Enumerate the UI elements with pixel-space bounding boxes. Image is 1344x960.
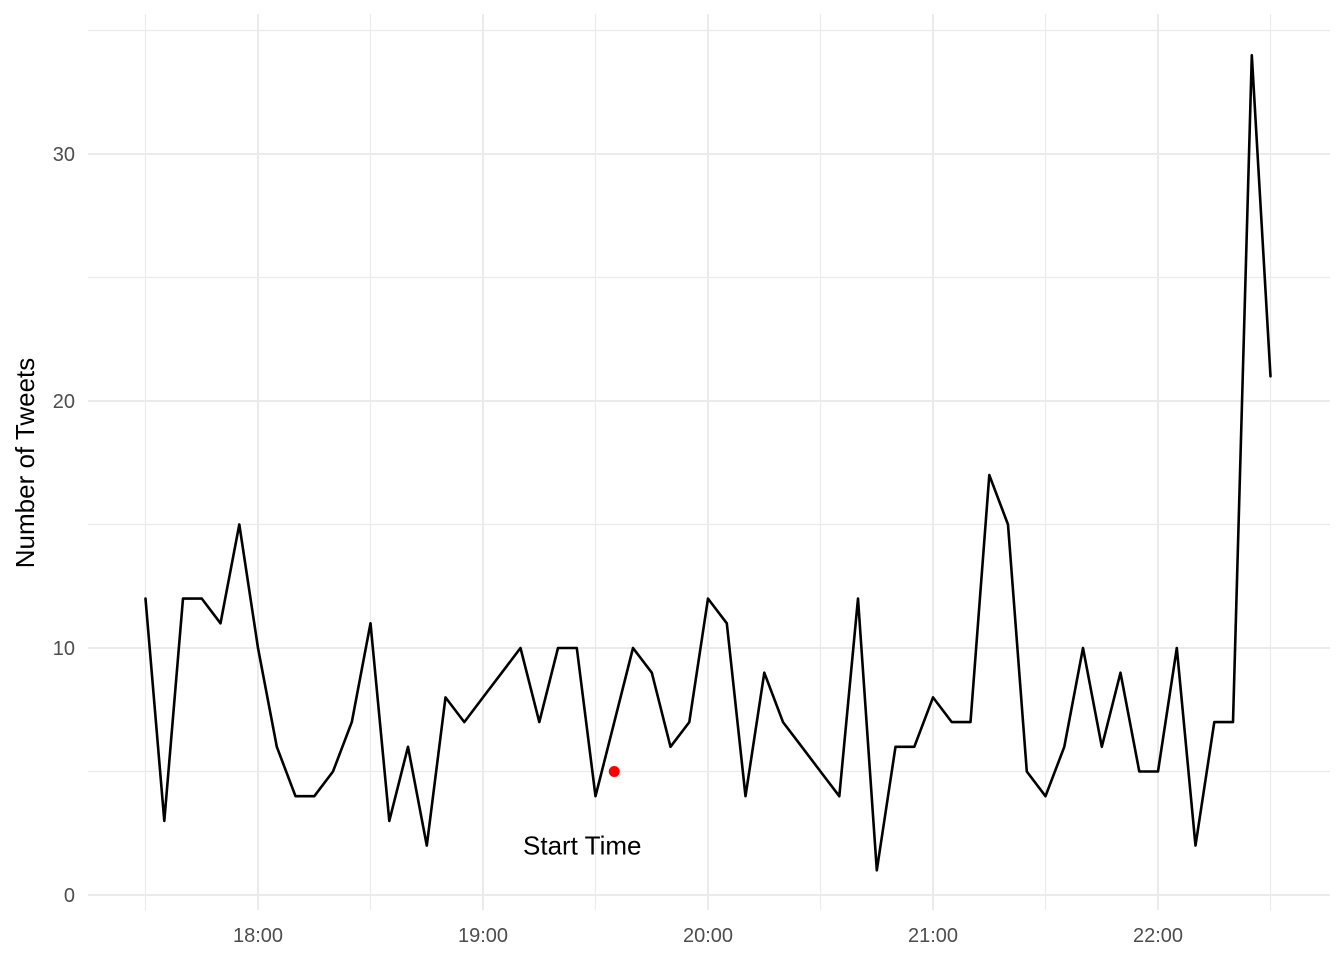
y-axis-title: Number of Tweets: [10, 358, 40, 569]
y-tick-label: 10: [53, 638, 75, 660]
x-tick-label: 20:00: [683, 925, 733, 947]
annotations: Start Time: [523, 766, 641, 861]
start-time-point: [608, 766, 620, 777]
x-axis-ticks: 18:00 19:00 20:00 21:00 22:00: [233, 925, 1183, 947]
major-gridlines: [88, 14, 1330, 910]
series-line-0: [144, 53, 1272, 872]
start-time-label: Start Time: [523, 831, 641, 861]
y-tick-label: 30: [53, 144, 75, 166]
minor-gridlines: [88, 14, 1330, 910]
x-tick-label: 22:00: [1133, 925, 1183, 947]
x-tick-label: 18:00: [233, 925, 283, 947]
y-tick-label: 20: [53, 391, 75, 413]
x-tick-label: 21:00: [908, 925, 958, 947]
x-tick-label: 19:00: [458, 925, 508, 947]
y-axis-ticks: 0 10 20 30: [53, 144, 75, 907]
series-group: [144, 53, 1272, 872]
y-tick-label: 0: [64, 885, 75, 907]
